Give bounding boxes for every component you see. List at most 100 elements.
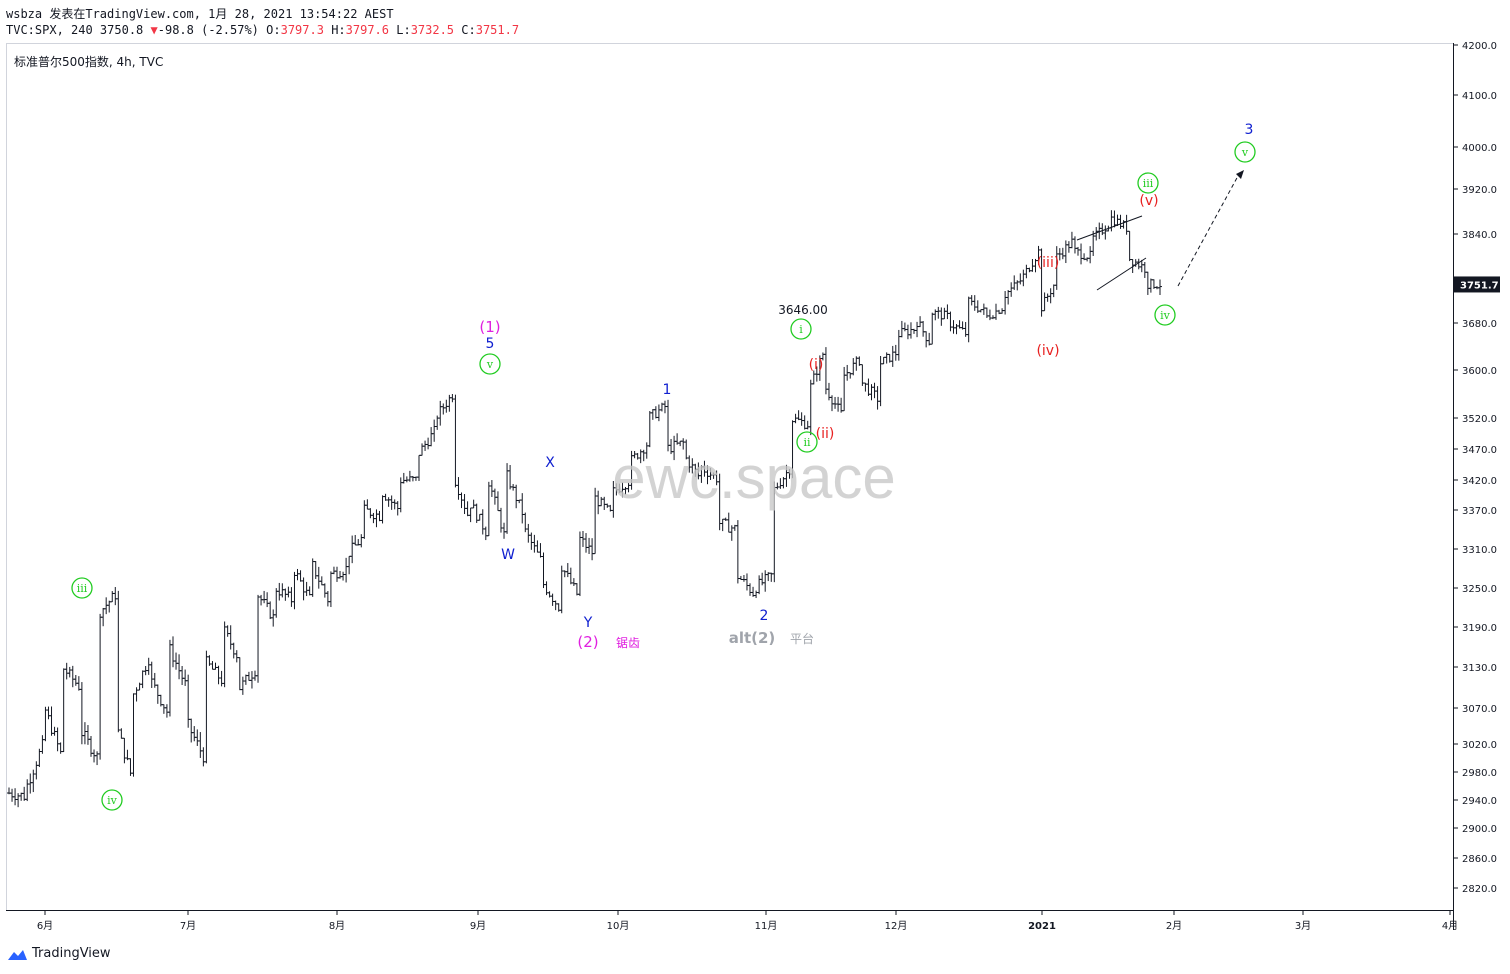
ohlc-bar	[410, 475, 415, 482]
y-tick-label: 3470.0	[1462, 445, 1497, 456]
wave-label: (v)	[1139, 193, 1158, 209]
ohlc-bar	[76, 676, 81, 691]
ohlc-bar	[119, 728, 124, 739]
ohlc-bar	[796, 410, 801, 421]
ohlc-bar	[350, 535, 355, 564]
ohlc-bar	[553, 600, 558, 611]
ohlc-bar	[893, 344, 898, 361]
ohlc-bar	[316, 566, 321, 589]
ohlc-bar	[365, 499, 370, 510]
ohlc-bar	[189, 718, 194, 743]
y-tick-label: 3680.0	[1462, 319, 1497, 330]
ohlc-bar	[265, 592, 270, 608]
publish-info: wsbza 发表在TradingView.com, 1月 28, 2021 13…	[6, 7, 394, 21]
high-value: 3797.6	[345, 23, 389, 37]
low-label: L:	[396, 23, 411, 37]
chart-title: 标准普尔500指数, 4h, TVC	[14, 55, 164, 69]
wave-label-circle	[790, 318, 812, 340]
y-tick-label: 2860.0	[1462, 854, 1497, 865]
ohlc-bar	[453, 394, 458, 488]
ohlc-bar	[256, 594, 261, 683]
wave-label: i	[799, 323, 803, 336]
ohlc-bar	[322, 583, 327, 598]
ohlc-bar	[757, 575, 762, 595]
wave-label: v	[1241, 146, 1249, 159]
ohlc-bar	[95, 751, 100, 766]
ohlc-bar	[392, 499, 397, 510]
ohlc-bar	[514, 484, 519, 509]
ohlc-bar	[899, 320, 904, 338]
y-tick-label: 3920.0	[1462, 185, 1497, 196]
ohlc-bar	[1148, 278, 1153, 293]
ohlc-bar	[1088, 246, 1093, 264]
ohlc-bar	[441, 403, 446, 415]
ohlc-bar	[456, 477, 461, 500]
ohlc-bar	[939, 307, 944, 326]
x-tick-label: 10月	[607, 920, 630, 932]
ohlc-bar	[301, 577, 306, 601]
ohlc-bar	[538, 543, 543, 558]
wave-label: 1	[663, 382, 672, 398]
brand-name: TradingView	[32, 946, 111, 961]
ohlc-bar	[243, 674, 248, 685]
ohlc-bar	[653, 406, 658, 419]
ohlc-bar	[748, 583, 753, 596]
ohlc-bar	[170, 636, 175, 668]
ohlc-bar	[338, 570, 343, 579]
ohlc-bar	[972, 295, 977, 311]
wave-label: Y	[583, 615, 593, 631]
ohlc-bar	[362, 500, 367, 539]
y-tick-label: 3020.0	[1462, 740, 1497, 751]
ohlc-bar	[720, 518, 725, 532]
x-tick-label: 4月	[1442, 920, 1458, 932]
y-tick-label: 3310.0	[1462, 545, 1497, 556]
x-tick-label: 3月	[1295, 920, 1311, 932]
last-price-label: 3751.7	[1460, 280, 1499, 291]
ohlc-bar	[735, 520, 740, 584]
ohlc-bar	[1048, 288, 1053, 304]
ohlc-bar	[483, 526, 488, 541]
ohlc-info: TVC:SPX, 240 3750.8 ▼-98.8 (-2.57%) O:37…	[6, 23, 519, 37]
tradingview-logo[interactable]: TradingView	[6, 946, 111, 961]
ohlc-bar	[49, 706, 54, 736]
ohlc-bar	[656, 404, 661, 422]
ohlc-bar	[334, 566, 339, 582]
ohlc-bar	[110, 591, 115, 603]
ohlc-bar	[249, 671, 254, 689]
wave-label: 3	[1245, 122, 1254, 138]
ohlc-bar	[325, 591, 330, 607]
ohlc-bar	[508, 465, 513, 490]
ohlc-bar	[866, 378, 871, 396]
high-label: H:	[331, 23, 346, 37]
ohlc-bar	[805, 420, 810, 430]
ohlc-bar	[1069, 231, 1074, 249]
ohlc-bar	[875, 386, 880, 410]
ohlc-bar	[43, 706, 48, 742]
ohlc-bar	[73, 674, 78, 686]
ohlc-bar	[763, 570, 768, 592]
ohlc-bar	[936, 306, 941, 319]
ohlc-bar	[881, 356, 886, 365]
ohlc-bar	[450, 394, 455, 403]
ohlc-bar	[319, 576, 324, 586]
ohlc-bar	[468, 507, 473, 523]
ohlc-bar	[1018, 273, 1023, 285]
y-tick-label: 2900.0	[1462, 824, 1497, 835]
wave-label-circle	[71, 577, 93, 599]
ohlc-bar	[489, 480, 494, 497]
ohlc-bar	[535, 540, 540, 553]
y-tick-label: 3370.0	[1462, 506, 1497, 517]
ohlc-bar	[149, 661, 154, 688]
wave-label: 3646.00	[778, 303, 828, 317]
wave-label: (iii)	[1037, 255, 1060, 271]
ohlc-bar	[28, 773, 33, 794]
ohlc-bar	[234, 650, 239, 663]
ohlc-bar	[1103, 225, 1108, 240]
ohlc-bar	[471, 499, 476, 509]
ohlc-bar	[195, 729, 200, 746]
ohlc-bar	[1021, 269, 1026, 287]
wave-label: iv	[1160, 309, 1171, 322]
ohlc-bar	[240, 676, 245, 695]
y-tick-label: 3190.0	[1462, 623, 1497, 634]
